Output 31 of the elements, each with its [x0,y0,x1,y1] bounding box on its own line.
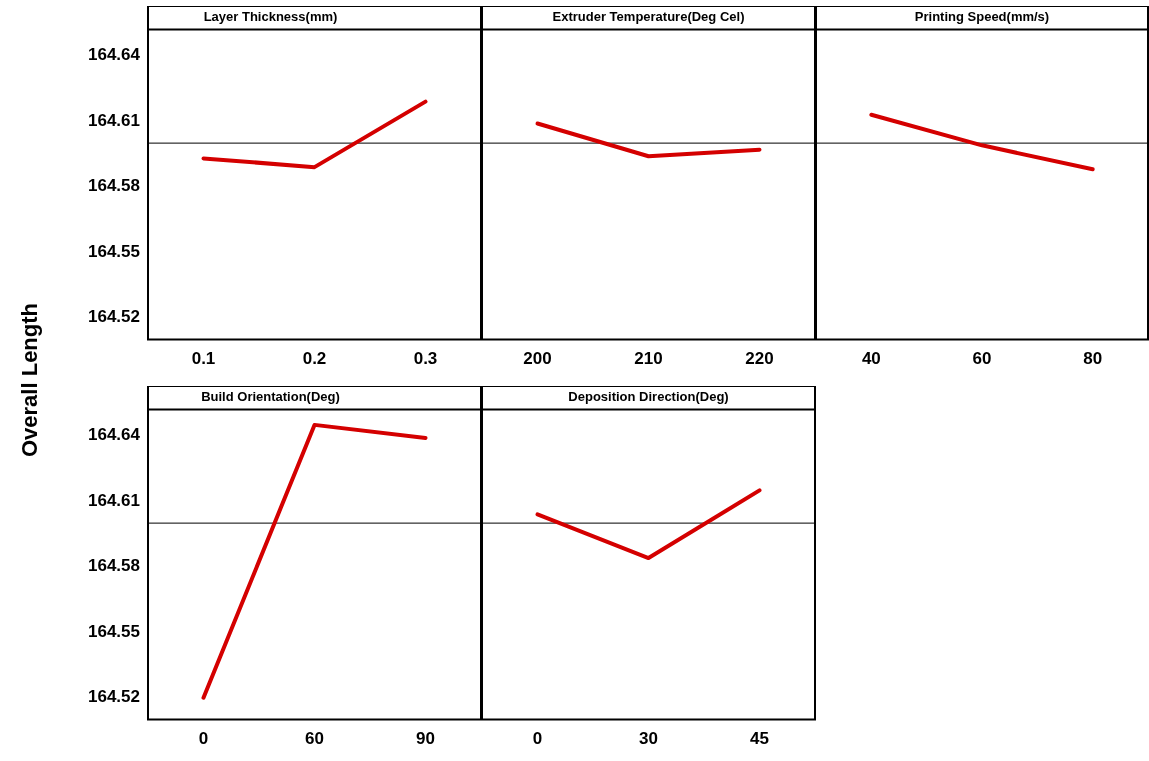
y-axis-title: Overall Length [17,302,43,458]
x-tick-label: 90 [416,729,435,749]
chart-title: Extruder Temperature(Deg Cel) [552,9,745,25]
chart-title: Deposition Direction(Deg) [568,389,729,405]
x-tick-label: 60 [972,349,992,369]
y-tick-label: 164.55 [88,621,140,641]
y-tick-label: 164.64 [88,45,141,65]
y-tick-label: 164.52 [88,307,140,327]
x-tick-label: 0.3 [413,349,438,369]
y-tick-label: 164.52 [88,687,140,707]
chart-title: Printing Speed(mm/s) [914,9,1050,25]
chart-title: Layer Thickness(mm) [203,9,338,25]
x-tick-label: 210 [634,349,663,369]
x-tick-label: 0 [532,729,543,749]
x-tick-label: 60 [305,729,324,749]
x-tick-label: 30 [639,729,658,749]
y-tick-label: 164.61 [88,110,140,130]
y-tick-label: 164.58 [88,176,140,196]
x-tick-label: 0.2 [302,349,327,369]
y-tick-label: 164.64 [88,425,141,445]
y-tick-label: 164.55 [88,241,140,261]
chart-title: Build Orientation(Deg) [201,389,340,405]
x-tick-label: 220 [745,349,774,369]
x-tick-label: 0.1 [191,349,216,369]
x-tick-label: 80 [1083,349,1103,369]
x-tick-label: 200 [523,349,552,369]
x-tick-label: 45 [750,729,769,749]
x-tick-label: 0 [198,729,209,749]
x-tick-label: 40 [861,349,881,369]
y-tick-label: 164.61 [88,490,140,510]
y-tick-label: 164.58 [88,556,140,576]
